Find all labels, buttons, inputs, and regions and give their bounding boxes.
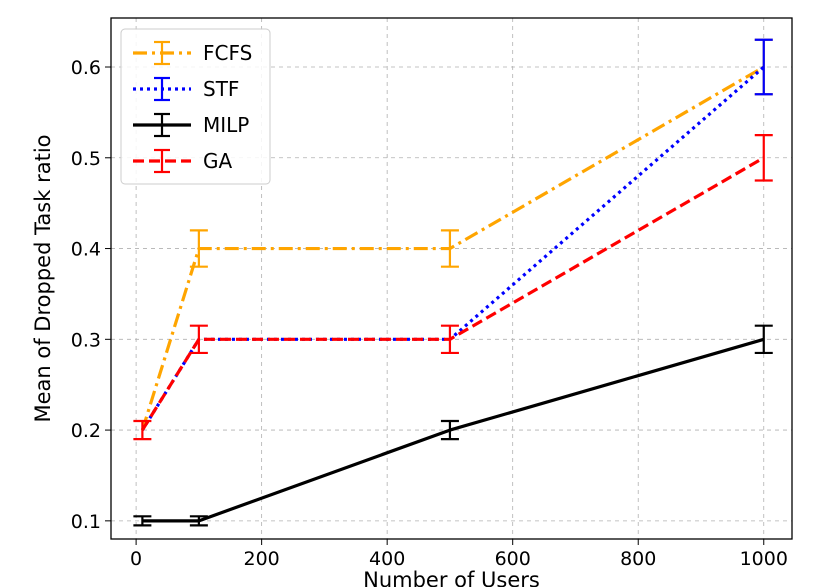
errorbar-ga <box>133 419 152 441</box>
legend: FCFS STF MILP GA <box>120 28 271 185</box>
errorbar-milp <box>189 515 208 527</box>
x-tick-label: 400 <box>369 548 405 570</box>
errorbar-milp <box>754 324 773 355</box>
errorbar-ga <box>440 324 459 355</box>
x-tick-label: 200 <box>244 548 280 570</box>
legend-label-stf: STF <box>203 77 239 101</box>
series-ga <box>133 133 773 441</box>
series-line-milp <box>142 337 765 523</box>
y-tick-label: 0.5 <box>71 148 101 170</box>
x-tick-label: 800 <box>620 548 656 570</box>
series-line-ga <box>141 156 765 431</box>
errorbar-fcfs <box>189 229 208 268</box>
series-layer <box>133 38 773 527</box>
legend-item-fcfs: FCFS <box>133 40 252 66</box>
legend-label-milp: MILP <box>203 113 249 137</box>
y-tick-label: 0.6 <box>71 57 101 79</box>
x-tick-label: 600 <box>495 548 531 570</box>
series-milp <box>133 324 773 527</box>
plot-frame <box>110 17 793 540</box>
errorbar-ga <box>189 324 208 355</box>
errorbar-milp <box>133 515 152 527</box>
y-tick-label: 0.3 <box>71 329 101 351</box>
x-axis-label: Number of Users <box>363 568 540 587</box>
y-axis-label: Mean of Dropped Task ratio <box>31 134 55 422</box>
y-tick-label: 0.2 <box>71 420 101 442</box>
y-tick-label: 0.4 <box>71 239 101 261</box>
axis-ticks: 0 200 400 600 800 1000 0.1 0.2 0.3 0.4 0.5 0.6 <box>71 57 788 570</box>
legend-item-ga: GA <box>133 148 232 174</box>
series-line-fcfs <box>140 65 765 431</box>
legend-item-stf: STF <box>133 76 239 102</box>
y-tick-label: 0.1 <box>71 511 101 533</box>
legend-label-ga: GA <box>203 149 232 173</box>
x-tick-label: 1000 <box>740 548 788 570</box>
legend-label-fcfs: FCFS <box>203 41 252 65</box>
x-tick-label: 0 <box>130 548 142 570</box>
errorbar-fcfs <box>440 229 459 268</box>
errorbar-ga <box>754 133 773 182</box>
legend-item-milp: MILP <box>133 112 249 138</box>
legend-box <box>120 28 271 185</box>
errorbar-stf <box>754 38 773 96</box>
errorbar-milp <box>440 419 459 441</box>
